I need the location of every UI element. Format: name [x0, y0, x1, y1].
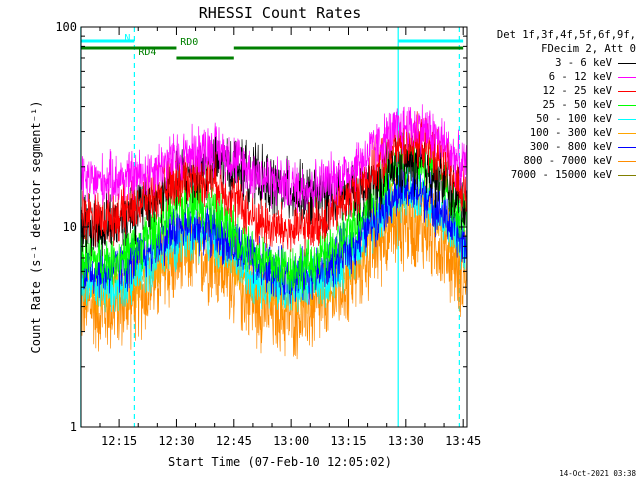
- x-tick-label: 13:30: [388, 434, 424, 448]
- legend-item: 6 - 12 keV: [478, 70, 636, 84]
- y-axis-label: Count Rate (s⁻¹ detector segment⁻¹): [29, 101, 43, 354]
- timestamp-label: 14-Oct-2021 03:38: [559, 469, 636, 478]
- attenuator-label-n: N: [124, 33, 130, 44]
- x-tick-label: 13:00: [273, 434, 309, 448]
- x-tick-label: 12:30: [158, 434, 194, 448]
- y-tick-label: 10: [63, 220, 77, 234]
- legend-item: 3 - 6 keV: [478, 56, 636, 70]
- x-tick-label: 12:15: [101, 434, 137, 448]
- legend-item: 7000 - 15000 keV: [478, 168, 636, 182]
- legend-label: 100 - 300 keV: [529, 127, 612, 139]
- x-tick-label: 13:15: [330, 434, 366, 448]
- y-tick-label: 100: [55, 20, 77, 34]
- legend-label: 25 - 50 keV: [542, 99, 612, 111]
- attenuator-label-rd0: RD0: [180, 37, 198, 48]
- legend-swatch: [618, 160, 636, 162]
- series-line-300-800-kev: [80, 163, 468, 305]
- legend-item: 12 - 25 keV: [478, 84, 636, 98]
- legend-swatch: [618, 90, 636, 92]
- chart-title: RHESSI Count Rates: [199, 4, 362, 22]
- legend-item: 25 - 50 keV: [478, 98, 636, 112]
- series-line-25-50-kev: [80, 131, 468, 294]
- legend-swatch: [618, 76, 636, 78]
- legend-swatch: [618, 146, 636, 148]
- legend-swatch: [618, 132, 636, 134]
- attenuator-label-rd4: RD4: [138, 47, 156, 58]
- legend-label: 300 - 800 keV: [529, 141, 612, 153]
- legend-label: 7000 - 15000 keV: [510, 169, 612, 181]
- legend: Det 1f,3f,4f,5f,6f,9f, FDecim 2, Att 0 3 -…: [478, 28, 636, 182]
- legend-swatch: [618, 62, 636, 64]
- legend-label: 12 - 25 keV: [542, 85, 612, 97]
- legend-header: FDecim 2, Att 0: [541, 43, 636, 55]
- series-line-6-12-kev: [80, 104, 468, 214]
- legend-item: 800 - 7000 keV: [478, 154, 636, 168]
- legend-header: Det 1f,3f,4f,5f,6f,9f,: [496, 29, 636, 41]
- legend-label: 800 - 7000 keV: [523, 155, 612, 167]
- axes: 1 10 100 12:15 12:30 12:45 13:00 13:15 13:30 13:4…: [55, 20, 481, 448]
- legend-swatch: [618, 174, 636, 176]
- series-line-12-25-kev: [80, 111, 468, 257]
- x-tick-label: 12:45: [216, 434, 252, 448]
- legend-item: 100 - 300 keV: [478, 126, 636, 140]
- legend-label: 3 - 6 keV: [555, 57, 612, 69]
- attenuator-bars: N RD0 RD4: [80, 33, 464, 60]
- legend-label: 50 - 100 keV: [536, 113, 612, 125]
- legend-item: 300 - 800 keV: [478, 140, 636, 154]
- x-axis-label: Start Time (07-Feb-10 12:05:02): [168, 455, 392, 469]
- legend-item: 50 - 100 keV: [478, 112, 636, 126]
- series-group: [80, 104, 468, 360]
- legend-swatch: [618, 118, 636, 120]
- y-tick-label: 1: [70, 420, 77, 434]
- x-tick-label: 13:45: [445, 434, 481, 448]
- legend-label: 6 - 12 keV: [548, 71, 612, 83]
- legend-swatch: [618, 104, 636, 106]
